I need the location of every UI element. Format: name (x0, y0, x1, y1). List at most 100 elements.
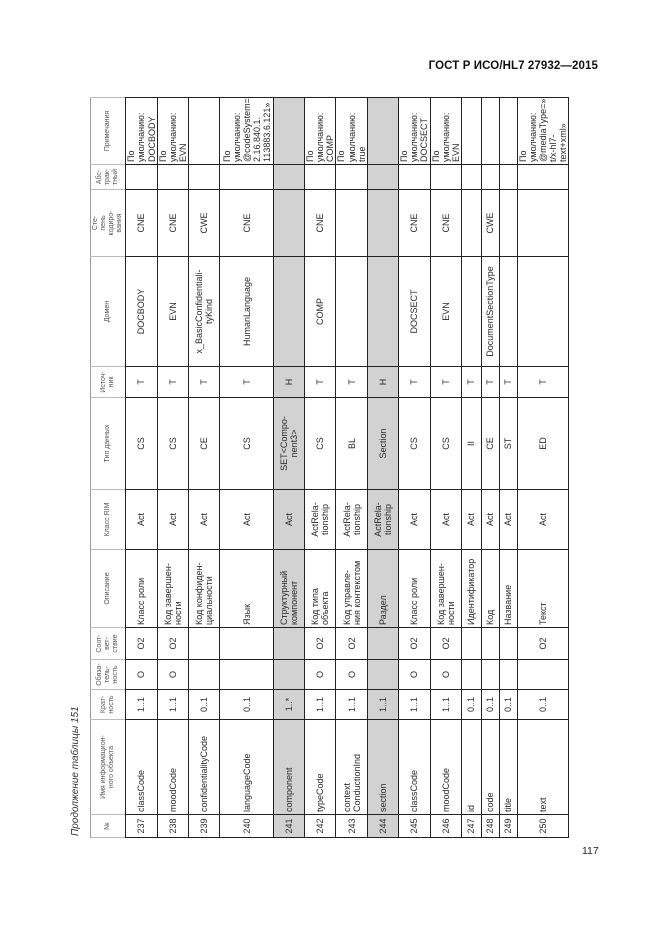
column-header-domain: Домен (90, 256, 126, 367)
cell-conf: O2 (125, 627, 158, 660)
column-header-card: Крат- ность (90, 689, 126, 720)
cell-num: 237 (125, 814, 158, 838)
cell-note (499, 97, 518, 165)
table-row: 237 classCode 1..1 O O2 Класс роли Act CS T DOCBO… (125, 97, 158, 838)
cell-conf: O2 (335, 627, 368, 660)
cell-name: confidentialityCode (188, 719, 220, 815)
cell-desc: Код завершен- ности (430, 549, 462, 628)
cell-desc: Код конфиден- циальности (188, 549, 220, 628)
cell-type: CS (219, 397, 274, 490)
cell-num: 244 (367, 814, 399, 838)
cell-note: По умолчанию: DOCBODY (125, 97, 158, 165)
cell-desc: Класс роли (125, 549, 158, 628)
cell-num: 242 (304, 814, 336, 838)
cell-type: CS (304, 397, 336, 490)
cell-name: title (499, 719, 518, 815)
cell-note: По умолчанию: EVN (430, 97, 462, 165)
cell-src: T (188, 366, 220, 398)
cell-src: T (157, 366, 189, 398)
cell-abstract (157, 164, 189, 190)
column-header-num: № (90, 814, 126, 838)
cell-mand: O (335, 659, 368, 690)
cell-rim: ActRela- tionship (367, 489, 399, 550)
rotated-table-block: Продолжение таблицы 151 № Имя информацион… (60, 97, 569, 838)
cell-src: H (273, 366, 305, 398)
cell-card: 0..1 (517, 689, 569, 720)
cell-abstract (398, 164, 431, 190)
cell-abstract (499, 164, 518, 190)
table-row: 246 moodCode 1..1 O O2 Код завершен- ности Act… (430, 97, 462, 838)
cell-coding: CNE (430, 189, 462, 257)
cell-card: 0..1 (481, 689, 500, 720)
cell-mand (367, 659, 399, 690)
cell-src: T (430, 366, 462, 398)
cell-note: По умолчанию: @mediaType=»tex- t/x-hl7-t… (517, 97, 569, 165)
cell-coding: CWE (188, 189, 220, 257)
cell-type: CE (481, 397, 500, 490)
cell-mand (461, 659, 482, 690)
cell-conf: O2 (157, 627, 189, 660)
cell-note: По умолчанию: DOCSECT (398, 97, 431, 165)
cell-name: context ConductionInd (335, 719, 368, 815)
cell-note: По умолчанию: EVN (157, 97, 189, 165)
table-row: 245 classCode 1..1 O O2 Класс роли Act CS T DOCSE… (398, 97, 431, 838)
cell-note (367, 97, 399, 165)
cell-mand (273, 659, 305, 690)
cell-src: T (219, 366, 274, 398)
cell-type: BL (335, 397, 368, 490)
cell-domain (517, 256, 569, 367)
cell-card: 1..1 (157, 689, 189, 720)
cell-conf (188, 627, 220, 660)
cell-coding: CNE (219, 189, 274, 257)
cell-abstract (188, 164, 220, 190)
table-row: 248 code 0..1 Код Act CE T DocumentSectionType C… (481, 97, 500, 838)
cell-conf: O2 (304, 627, 336, 660)
cell-rim: Act (481, 489, 500, 550)
cell-desc: Раздел (367, 549, 399, 628)
cell-desc: Язык (219, 549, 274, 628)
cell-num: 247 (461, 814, 482, 838)
cell-desc: Идентификатор (461, 549, 482, 628)
table-row: 244 section 1..1 Раздел ActRela- tionship Sec… (367, 97, 399, 838)
cell-name: languageCode (219, 719, 274, 815)
cell-desc: Текст (517, 549, 569, 628)
cell-num: 240 (219, 814, 274, 838)
cell-domain: COMP (304, 256, 336, 367)
cell-domain: x_BasicConfidentiali- tyKind (188, 256, 220, 367)
cell-src: T (398, 366, 431, 398)
cell-num: 243 (335, 814, 368, 838)
cell-num: 249 (499, 814, 518, 838)
table-row: 249 title 0..1 Название Act ST T (499, 97, 518, 838)
cell-src: H (367, 366, 399, 398)
cell-rim: Act (398, 489, 431, 550)
cell-note: По умолчанию: @codeSystem=» 2.16.840.1. … (219, 97, 274, 165)
cell-mand (188, 659, 220, 690)
cell-type: SET<Compo- nent3> (273, 397, 305, 490)
cell-name: component (273, 719, 305, 815)
cell-mand (219, 659, 274, 690)
cell-mand: O (125, 659, 158, 690)
cell-num: 238 (157, 814, 189, 838)
cell-src: T (304, 366, 336, 398)
cell-coding: CNE (304, 189, 336, 257)
cell-desc: Структурный компонент (273, 549, 305, 628)
cell-mand (499, 659, 518, 690)
cell-abstract (304, 164, 336, 190)
cell-desc: Код типа объекта (304, 549, 336, 628)
cell-num: 248 (481, 814, 500, 838)
cell-coding (367, 189, 399, 257)
cell-type: CS (398, 397, 431, 490)
cell-card: 0..1 (219, 689, 274, 720)
cell-conf: O2 (430, 627, 462, 660)
cell-name: moodCode (430, 719, 462, 815)
cell-src: T (461, 366, 482, 398)
cell-conf: O2 (398, 627, 431, 660)
table-body: 237 classCode 1..1 O O2 Класс роли Act CS T DOCBO… (125, 97, 569, 838)
cell-domain (499, 256, 518, 367)
column-header-mand: Обяза- тель- ность (90, 659, 126, 690)
cell-src: T (481, 366, 500, 398)
cell-abstract (430, 164, 462, 190)
table-caption: Продолжение таблицы 151 (69, 706, 81, 836)
cell-abstract (481, 164, 500, 190)
cell-num: 241 (273, 814, 305, 838)
